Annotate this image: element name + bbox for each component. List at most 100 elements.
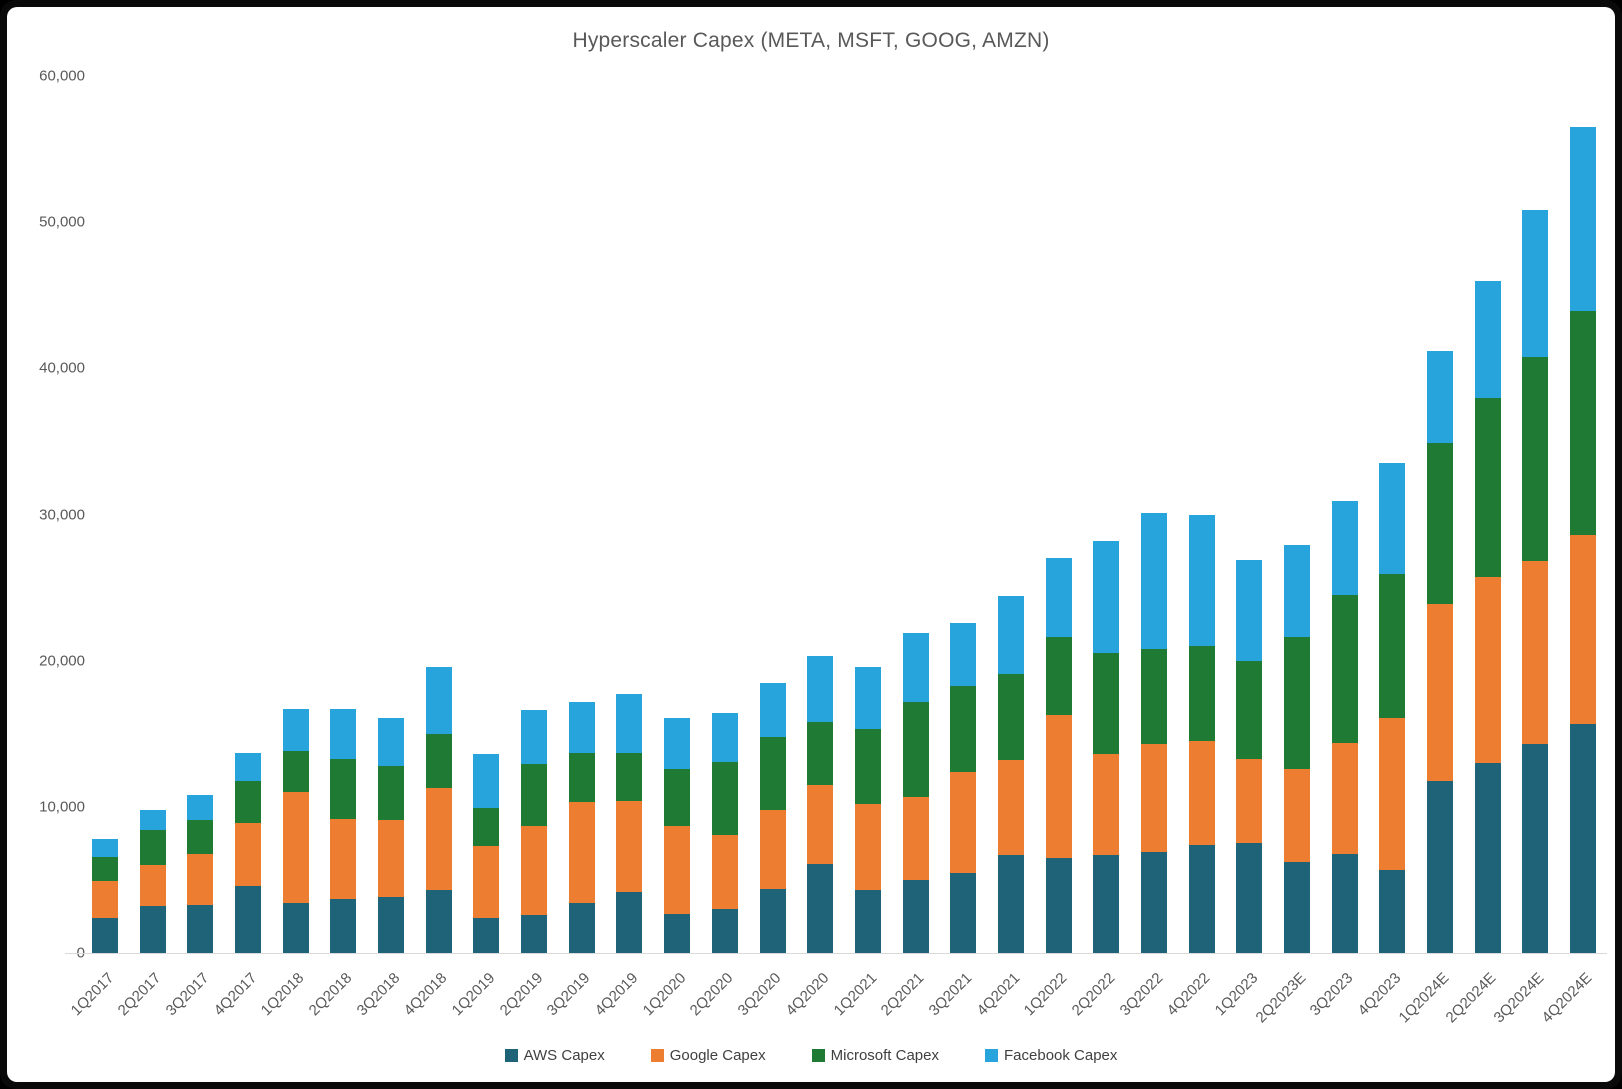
bar-segment-microsoft-capex: [568, 752, 595, 803]
legend-item: Google Capex: [650, 1047, 766, 1064]
x-axis-tick-label: 4Q2018: [401, 969, 451, 1020]
bar-segment-aws-capex: [854, 890, 881, 953]
x-axis-tick-label: 3Q2019: [544, 969, 594, 1020]
bar-segment-google-capex: [568, 802, 595, 904]
bar-segment-aws-capex: [1522, 743, 1549, 953]
x-axis-tick-label: 2Q2024E: [1442, 969, 1500, 1027]
x-axis-tick-label: 1Q2017: [67, 969, 118, 1020]
x-axis-tick-label: 3Q2021: [925, 969, 976, 1020]
bar-segment-microsoft-capex: [902, 701, 929, 797]
bar-segment-aws-capex: [378, 897, 405, 953]
bar-segment-microsoft-capex: [92, 856, 118, 882]
bar-segment-google-capex: [711, 834, 738, 910]
bar-segment-facebook-capex: [473, 754, 500, 809]
bar-segment-aws-capex: [759, 888, 786, 953]
bar-segment-aws-capex: [664, 913, 691, 953]
bar-segment-facebook-capex: [139, 809, 166, 831]
bar-segment-google-capex: [1379, 717, 1406, 870]
bar-segment-microsoft-capex: [1093, 653, 1120, 755]
x-axis-line: [65, 953, 1607, 954]
bar-segment-aws-capex: [902, 879, 929, 953]
x-axis-tick-label: 2Q2022: [1068, 969, 1119, 1020]
bar-segment-microsoft-capex: [1140, 648, 1167, 744]
legend-label: Google Capex: [669, 1047, 766, 1064]
x-axis-tick-label: 4Q2020: [782, 969, 833, 1020]
bar-segment-google-capex: [187, 853, 214, 905]
bar-segment-microsoft-capex: [1236, 660, 1263, 759]
legend-item: Microsoft Capex: [811, 1047, 939, 1064]
legend-label: Facebook Capex: [1004, 1047, 1118, 1064]
bar-segment-google-capex: [1236, 758, 1263, 844]
bar-segment-facebook-capex: [1045, 558, 1072, 638]
bar-segment-google-capex: [1284, 768, 1310, 863]
bar-segment-facebook-capex: [759, 682, 786, 737]
bar-segment-microsoft-capex: [854, 729, 881, 804]
bar-segment-aws-capex: [711, 909, 738, 953]
bar-segment-google-capex: [1045, 714, 1072, 858]
bar-segment-microsoft-capex: [950, 685, 977, 772]
bar-segment-aws-capex: [330, 898, 357, 953]
bar-segment-aws-capex: [139, 906, 166, 953]
x-axis-tick-label: 3Q2022: [1116, 969, 1166, 1020]
bar-segment-google-capex: [92, 881, 118, 918]
bar-segment-microsoft-capex: [1474, 397, 1501, 578]
x-axis-tick-label: 1Q2024E: [1395, 969, 1453, 1027]
bar-segment-microsoft-capex: [1522, 356, 1549, 562]
bar-segment-facebook-capex: [854, 666, 881, 730]
legend-swatch-icon: [811, 1049, 825, 1062]
bar-segment-microsoft-capex: [473, 808, 500, 847]
bar-segment-microsoft-capex: [521, 764, 548, 826]
x-axis-tick-label: 1Q2020: [639, 969, 690, 1020]
bar-segment-microsoft-capex: [807, 722, 834, 785]
x-axis-tick-label: 4Q2019: [591, 969, 642, 1020]
x-axis-tick-label: 1Q2022: [1020, 969, 1071, 1020]
bar-segment-google-capex: [378, 819, 405, 898]
bar-segment-aws-capex: [1331, 853, 1358, 953]
bar-segment-facebook-capex: [521, 710, 548, 765]
bar-segment-facebook-capex: [1379, 463, 1406, 575]
bar-segment-microsoft-capex: [1045, 637, 1072, 715]
x-axis-tick-label: 3Q2024E: [1490, 969, 1548, 1027]
bar-segment-microsoft-capex: [187, 819, 214, 854]
y-axis-tick-label: 60,000: [39, 67, 85, 85]
y-axis-tick-label: 30,000: [39, 506, 85, 523]
chart-panel: Hyperscaler Capex (META, MSFT, GOOG, AMZ…: [7, 7, 1615, 1082]
bar-segment-aws-capex: [187, 904, 214, 953]
bar-segment-microsoft-capex: [759, 736, 786, 810]
bar-segment-google-capex: [1188, 741, 1215, 845]
bar-segment-google-capex: [1140, 743, 1167, 853]
legend-swatch-icon: [504, 1049, 518, 1062]
bar-segment-google-capex: [997, 760, 1024, 856]
chart-title: Hyperscaler Capex (META, MSFT, GOOG, AMZ…: [572, 29, 1050, 52]
legend-item: AWS Capex: [504, 1047, 605, 1064]
legend: AWS Capex Google Capex Microsoft Capex Face…: [7, 1047, 1615, 1064]
bar-segment-google-capex: [425, 787, 452, 891]
x-axis-tick-label: 1Q2021: [830, 969, 880, 1020]
bar-segment-aws-capex: [1188, 844, 1215, 953]
bar-segment-facebook-capex: [187, 795, 214, 820]
bar-segment-aws-capex: [1284, 862, 1310, 953]
x-axis-tick-label: 4Q2024E: [1538, 969, 1596, 1027]
x-axis-tick-label: 3Q2020: [734, 969, 785, 1020]
bar-segment-facebook-capex: [711, 713, 738, 762]
x-axis-tick-label: 3Q2017: [162, 969, 213, 1020]
x-axis-tick-label: 4Q2017: [210, 969, 261, 1020]
bar-segment-facebook-capex: [902, 632, 929, 702]
bar-segment-aws-capex: [807, 863, 834, 953]
bar-segment-google-capex: [282, 792, 309, 904]
bar-segment-microsoft-capex: [616, 752, 643, 801]
bar-segment-google-capex: [139, 865, 166, 907]
y-axis-tick-label: 40,000: [39, 359, 85, 377]
x-axis-tick-label: 3Q2023: [1306, 969, 1357, 1020]
bar-segment-microsoft-capex: [711, 761, 738, 835]
bar-segment-aws-capex: [1427, 780, 1454, 953]
bar-segment-facebook-capex: [1093, 540, 1120, 654]
x-axis-tick-label: 4Q2022: [1163, 969, 1214, 1020]
bar-segment-google-capex: [759, 809, 786, 889]
bar-segment-aws-capex: [950, 872, 977, 953]
y-axis-tick-label: 20,000: [39, 652, 85, 670]
bar-segment-facebook-capex: [1140, 513, 1167, 649]
bar-segment-aws-capex: [92, 917, 118, 953]
legend-label: Microsoft Capex: [830, 1047, 939, 1064]
bar-segment-facebook-capex: [235, 752, 262, 781]
